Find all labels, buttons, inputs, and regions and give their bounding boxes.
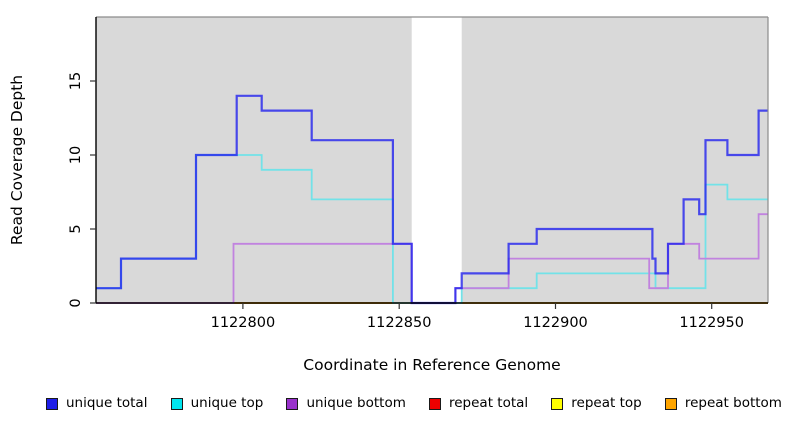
legend-label-repeat-top: repeat top [571,395,642,411]
legend-item-unique-top: unique top [170,395,264,411]
x-tick-label: 1122850 [367,315,432,331]
legend-label-repeat-bottom: repeat bottom [684,395,782,411]
legend: unique total unique top unique bottom repea… [0,395,792,411]
legend-item-repeat-total: repeat total [428,395,529,411]
legend-swatch-unique-bottom [286,397,299,410]
legend-label-unique-bottom: unique bottom [306,395,406,411]
legend-item-unique-total: unique total [46,395,148,411]
x-axis-label: Coordinate in Reference Genome [303,356,560,374]
y-tick-label: 0 [68,298,84,307]
legend-swatch-repeat-top [551,397,564,410]
legend-item-repeat-top: repeat top [551,395,642,411]
x-tick-label: 1122800 [211,315,276,331]
legend-label-unique-total: unique total [66,395,148,411]
y-tick-label: 10 [68,146,84,164]
y-tick-label: 5 [68,224,84,233]
coverage-plot: 1122800 1122850 1122900 1122950 0 5 10 15 Coord… [8,10,769,374]
series-line-unique-bottom [96,213,768,304]
y-axis-label: Read Coverage Depth [8,75,26,245]
gap-mask [411,10,462,302]
legend-swatch-repeat-bottom [664,397,677,410]
y-tick-label: 15 [68,72,84,90]
legend-swatch-repeat-total [428,397,441,410]
series-line-unique-total [96,94,768,305]
legend-swatch-unique-total [46,397,58,410]
legend-swatch-unique-top [170,397,183,410]
legend-label-repeat-total: repeat total [448,395,529,411]
legend-item-repeat-bottom: repeat bottom [664,395,782,411]
legend-item-unique-bottom: unique bottom [286,395,406,411]
x-tick-label: 1122900 [523,315,588,331]
legend-label-unique-top: unique top [190,395,264,411]
x-tick-label: 1122950 [679,315,744,331]
